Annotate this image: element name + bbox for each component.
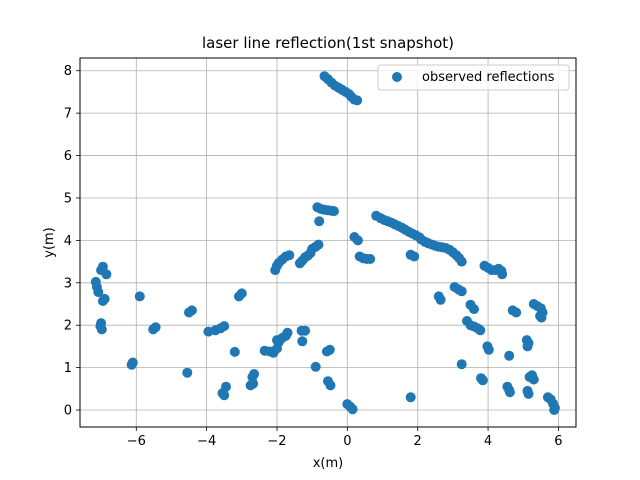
y-tick-label: 7: [64, 107, 72, 122]
y-axis-label: y(m): [42, 227, 57, 258]
data-point: [134, 291, 145, 302]
legend-marker: [392, 72, 402, 82]
legend-box: [377, 64, 570, 91]
data-point: [352, 235, 363, 246]
data-point: [96, 324, 107, 335]
data-point: [475, 325, 486, 336]
legend: observed reflections: [377, 64, 570, 91]
x-tick-label: 6: [554, 434, 562, 449]
data-point: [229, 346, 240, 357]
data-point: [469, 304, 479, 315]
data-point: [405, 392, 416, 403]
data-point: [365, 254, 376, 264]
data-point: [148, 324, 159, 335]
data-point: [511, 307, 522, 318]
x-axis-label: x(m): [313, 456, 344, 471]
data-point: [523, 388, 534, 399]
y-tick-label: 8: [64, 64, 72, 79]
x-tick-label: −4: [197, 434, 216, 449]
data-point: [409, 251, 420, 262]
data-point: [300, 325, 311, 336]
y-tick-label: 3: [64, 276, 72, 291]
data-point: [456, 286, 467, 297]
y-tick-label: 5: [64, 191, 72, 206]
y-tick-label: 2: [64, 319, 72, 334]
data-point: [347, 404, 358, 415]
data-point: [126, 359, 137, 370]
y-tick-label: 6: [64, 149, 72, 164]
data-point: [97, 296, 108, 306]
chart-title: laser line reflection(1st snapshot): [202, 34, 454, 52]
data-point: [101, 269, 112, 280]
data-point: [184, 307, 194, 318]
data-point: [497, 269, 508, 280]
data-points: [90, 71, 560, 415]
data-point: [325, 380, 336, 391]
legend-label: observed reflections: [422, 70, 555, 85]
plot-frame: [79, 57, 577, 428]
data-point: [504, 387, 515, 398]
data-point: [522, 341, 533, 352]
y-tick-label: 0: [64, 404, 72, 419]
data-point: [504, 350, 515, 361]
data-point: [329, 206, 339, 217]
data-point: [297, 336, 308, 347]
data-point: [219, 321, 230, 332]
data-point: [456, 359, 467, 370]
data-point: [182, 367, 193, 378]
data-point: [477, 375, 488, 386]
x-tick-label: −2: [267, 434, 286, 449]
data-point: [435, 294, 446, 305]
data-point: [536, 312, 547, 323]
grid: [80, 58, 576, 427]
x-tick-label: 0: [343, 434, 351, 449]
x-tick-label: 2: [414, 434, 422, 449]
data-point: [310, 361, 321, 372]
y-tick-label: 4: [64, 234, 72, 249]
x-tick-label: 4: [484, 434, 492, 449]
data-point: [456, 256, 467, 267]
data-point: [352, 95, 363, 106]
x-tick-label: −6: [127, 434, 146, 449]
data-point: [321, 346, 332, 357]
data-point: [528, 374, 539, 385]
data-point: [219, 390, 230, 401]
data-point: [549, 405, 560, 415]
data-point: [270, 265, 281, 276]
data-point: [234, 291, 244, 302]
data-point: [93, 287, 104, 298]
data-point: [282, 327, 293, 338]
axis-ticks: −6 −4 −2 0 2 4 6 0 1 2 3 4 5 6 7 8: [64, 64, 563, 449]
y-tick-label: 1: [64, 361, 72, 376]
data-point: [245, 380, 256, 391]
data-point: [314, 216, 325, 227]
data-point: [483, 344, 494, 355]
data-point: [294, 258, 305, 269]
